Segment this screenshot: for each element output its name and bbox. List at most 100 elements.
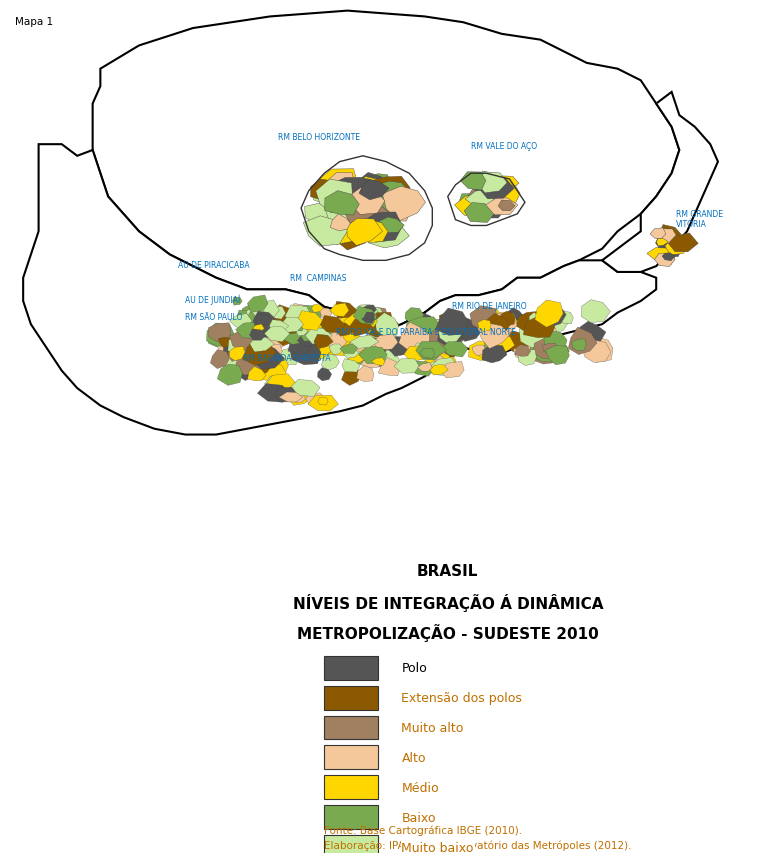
- Polygon shape: [340, 315, 367, 333]
- Polygon shape: [530, 338, 562, 363]
- Polygon shape: [424, 353, 455, 371]
- Polygon shape: [459, 194, 486, 216]
- Polygon shape: [305, 342, 331, 363]
- Polygon shape: [369, 351, 382, 360]
- Polygon shape: [348, 346, 370, 357]
- Text: Muito baixo: Muito baixo: [401, 840, 474, 853]
- Polygon shape: [235, 323, 259, 339]
- Text: AU DE JUNDIAÍ: AU DE JUNDIAÍ: [185, 294, 241, 305]
- Text: BRASIL: BRASIL: [417, 564, 479, 578]
- Polygon shape: [294, 334, 325, 359]
- Polygon shape: [354, 179, 383, 200]
- Polygon shape: [317, 330, 350, 354]
- Polygon shape: [431, 352, 449, 362]
- Polygon shape: [438, 327, 462, 344]
- Polygon shape: [326, 322, 340, 330]
- Polygon shape: [283, 327, 309, 345]
- Polygon shape: [486, 199, 518, 216]
- Polygon shape: [360, 347, 380, 358]
- Polygon shape: [535, 305, 564, 331]
- Text: RM BELO HORIZONTE: RM BELO HORIZONTE: [278, 133, 360, 142]
- Polygon shape: [359, 307, 389, 336]
- Polygon shape: [581, 300, 611, 323]
- Polygon shape: [254, 311, 276, 327]
- Polygon shape: [401, 359, 416, 368]
- Polygon shape: [268, 309, 286, 328]
- Polygon shape: [318, 398, 328, 405]
- Polygon shape: [357, 366, 374, 382]
- Polygon shape: [586, 338, 613, 363]
- Polygon shape: [484, 338, 506, 354]
- Polygon shape: [327, 194, 352, 216]
- Polygon shape: [334, 302, 357, 319]
- Polygon shape: [357, 197, 389, 222]
- Polygon shape: [443, 328, 465, 349]
- Polygon shape: [353, 307, 377, 325]
- Polygon shape: [250, 361, 271, 375]
- Polygon shape: [377, 218, 405, 234]
- Polygon shape: [405, 317, 442, 345]
- Text: Baixo: Baixo: [401, 810, 436, 824]
- Polygon shape: [357, 336, 386, 363]
- Polygon shape: [348, 356, 364, 365]
- Polygon shape: [659, 241, 682, 258]
- Polygon shape: [252, 325, 264, 333]
- Polygon shape: [543, 344, 559, 354]
- Polygon shape: [290, 380, 320, 397]
- Text: RM  CAMPINAS: RM CAMPINAS: [290, 274, 346, 283]
- Polygon shape: [465, 190, 494, 210]
- Polygon shape: [259, 309, 272, 318]
- Polygon shape: [281, 318, 303, 333]
- Polygon shape: [210, 351, 229, 369]
- Polygon shape: [655, 229, 677, 245]
- Polygon shape: [264, 327, 290, 342]
- Polygon shape: [471, 307, 503, 331]
- Polygon shape: [472, 345, 486, 357]
- Polygon shape: [343, 202, 394, 235]
- Text: Polo: Polo: [401, 661, 427, 675]
- Polygon shape: [247, 296, 268, 313]
- Polygon shape: [518, 351, 537, 366]
- Polygon shape: [495, 190, 518, 207]
- Text: RM SÃO PAULO: RM SÃO PAULO: [185, 313, 242, 322]
- Polygon shape: [259, 336, 283, 357]
- Polygon shape: [304, 309, 315, 316]
- Polygon shape: [430, 351, 456, 372]
- Polygon shape: [430, 365, 449, 375]
- Text: RM BAIXADA SANTISTA: RM BAIXADA SANTISTA: [243, 353, 331, 363]
- Polygon shape: [408, 362, 434, 377]
- Polygon shape: [375, 182, 411, 204]
- Polygon shape: [242, 359, 256, 370]
- Text: Polo: Polo: [401, 661, 427, 675]
- Text: Muito alto: Muito alto: [401, 721, 464, 734]
- Polygon shape: [369, 332, 391, 347]
- Polygon shape: [554, 345, 570, 359]
- Polygon shape: [305, 328, 332, 345]
- Polygon shape: [479, 349, 492, 359]
- Polygon shape: [547, 306, 567, 322]
- Polygon shape: [320, 325, 337, 334]
- Polygon shape: [306, 393, 327, 405]
- Polygon shape: [498, 177, 519, 191]
- Polygon shape: [464, 203, 496, 223]
- Polygon shape: [580, 322, 606, 342]
- Polygon shape: [267, 374, 296, 392]
- Text: RM VALE DO AÇO: RM VALE DO AÇO: [471, 142, 537, 151]
- Text: METROPOLIZAÇÃO - SUDESTE 2010: METROPOLIZAÇÃO - SUDESTE 2010: [297, 623, 598, 641]
- Polygon shape: [242, 304, 274, 327]
- Polygon shape: [361, 305, 377, 315]
- Polygon shape: [538, 303, 566, 328]
- Polygon shape: [507, 309, 523, 322]
- Polygon shape: [350, 336, 379, 349]
- Polygon shape: [425, 261, 656, 354]
- Polygon shape: [452, 318, 482, 342]
- Polygon shape: [415, 344, 442, 361]
- Polygon shape: [305, 204, 336, 225]
- Polygon shape: [323, 173, 354, 196]
- Text: Extensão dos polos: Extensão dos polos: [401, 691, 523, 705]
- Text: Mapa 1: Mapa 1: [15, 17, 53, 27]
- Polygon shape: [476, 172, 510, 194]
- Polygon shape: [488, 185, 516, 204]
- Polygon shape: [478, 324, 510, 349]
- Polygon shape: [290, 343, 321, 365]
